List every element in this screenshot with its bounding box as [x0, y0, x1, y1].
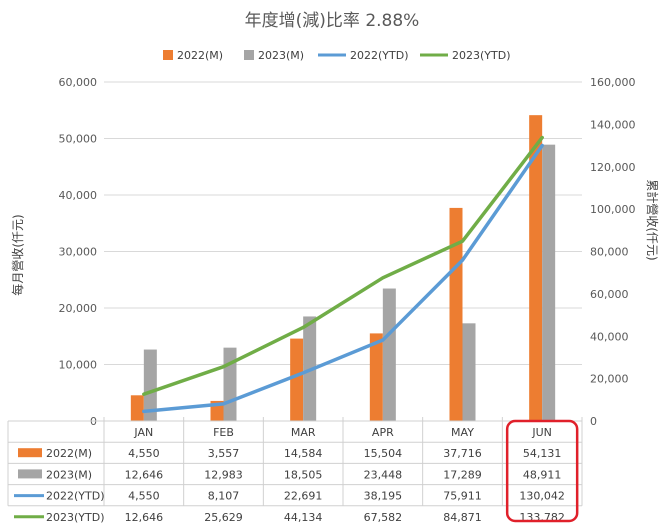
table-cell: 75,911	[443, 490, 482, 503]
table-cell: 14,584	[284, 447, 323, 460]
y-left-tick-label: 20,000	[59, 302, 98, 315]
table-cell: 4,550	[128, 490, 160, 503]
table-series-label: 2023(M)	[46, 468, 92, 481]
y-left-tick-label: 60,000	[59, 76, 98, 89]
table-cell: 37,716	[443, 447, 482, 460]
x-category-label: FEB	[213, 426, 234, 439]
chart-title: 年度增(減)比率 2.88%	[245, 11, 420, 31]
table-cell: 18,505	[284, 468, 323, 481]
table-cell: 3,557	[208, 447, 240, 460]
y-axis-right-title: 累計營收(仟元)	[645, 179, 660, 260]
y-right-tick-label: 80,000	[590, 246, 629, 259]
legend-label: 2022(YTD)	[350, 49, 409, 62]
bar-2022(M)	[449, 207, 463, 421]
x-category-label: APR	[372, 426, 394, 439]
highlight-box	[505, 419, 579, 523]
y-right-tick-label: 160,000	[590, 76, 636, 89]
bar-2023(M)	[462, 323, 476, 421]
legend-label: 2022(M)	[177, 49, 223, 62]
table-cell: 44,134	[284, 511, 323, 524]
bar-2022(M)	[369, 333, 383, 421]
legend-label: 2023(M)	[258, 49, 304, 62]
table-series-label: 2022(YTD)	[46, 490, 105, 503]
table-cell: 12,646	[125, 468, 164, 481]
y-right-tick-label: 20,000	[590, 373, 629, 386]
legend: 2022(M) 2023(M) 2022(YTD) 2023(YTD)	[163, 49, 511, 62]
table-cell: 12,646	[125, 511, 164, 524]
line-2022(YTD)	[142, 143, 544, 414]
gridlines	[104, 81, 582, 422]
line-2023(YTD)	[142, 135, 544, 396]
y-left-tick-label: 10,000	[59, 359, 98, 372]
y-left-tick-label: 40,000	[59, 189, 98, 202]
y-right-tick-label: 120,000	[590, 161, 636, 174]
x-category-label: MAR	[291, 426, 316, 439]
bar-2023(M)	[143, 349, 157, 421]
y-right-tick-label: 140,000	[590, 118, 636, 131]
legend-label: 2023(YTD)	[452, 49, 511, 62]
table-cell: 12,983	[204, 468, 243, 481]
y-right-tick-label: 60,000	[590, 288, 629, 301]
bar-2022(M)	[290, 338, 304, 421]
y-right-tick-label: 100,000	[590, 203, 636, 216]
y-left-tick-label: 30,000	[59, 246, 98, 259]
table-cell: 48,911	[523, 468, 562, 481]
line-series	[142, 135, 544, 414]
legend-swatch	[244, 50, 254, 60]
table-cell: 38,195	[364, 490, 403, 503]
table-cell: 22,691	[284, 490, 323, 503]
table-legend-swatch	[18, 469, 42, 479]
x-category-label: MAY	[451, 426, 474, 439]
table-series-label: 2022(M)	[46, 447, 92, 460]
table-legend-swatch	[18, 448, 42, 458]
table-cell: 84,871	[443, 511, 482, 524]
y-left-tick-label: 50,000	[59, 133, 98, 146]
table-series-label: 2023(YTD)	[46, 511, 105, 524]
y-axis-right: 0 20,000 40,000 60,000 80,000 100,000 120,000 1…	[590, 76, 636, 428]
table-cell: 130,042	[519, 490, 565, 503]
y-right-tick-label: 0	[590, 415, 597, 428]
y-right-tick-label: 40,000	[590, 330, 629, 343]
table-cell: 25,629	[204, 511, 243, 524]
data-table: JAN FEB MAR APR MAY JUN 2022(M) 4,550 3,557 14,58…	[7, 417, 583, 524]
table-cell: 4,550	[128, 447, 160, 460]
table-cell: 15,504	[364, 447, 403, 460]
table-cell: 67,582	[364, 511, 403, 524]
table-cell: 17,289	[443, 468, 482, 481]
bar-2023(M)	[382, 288, 396, 421]
table-cell: 23,448	[364, 468, 403, 481]
bar-2023(M)	[542, 144, 556, 422]
legend-swatch	[163, 50, 173, 60]
bar-2022(M)	[529, 115, 543, 421]
bar-2023(M)	[223, 347, 237, 421]
x-category-label: JUN	[531, 426, 552, 439]
table-cell: 8,107	[208, 490, 240, 503]
x-category-label: JAN	[133, 426, 153, 439]
highlight-group	[505, 419, 579, 523]
y-axis-left-title: 每月營收(仟元)	[10, 214, 25, 295]
bar-2022(M)	[130, 395, 144, 421]
table-cell: 54,131	[523, 447, 562, 460]
